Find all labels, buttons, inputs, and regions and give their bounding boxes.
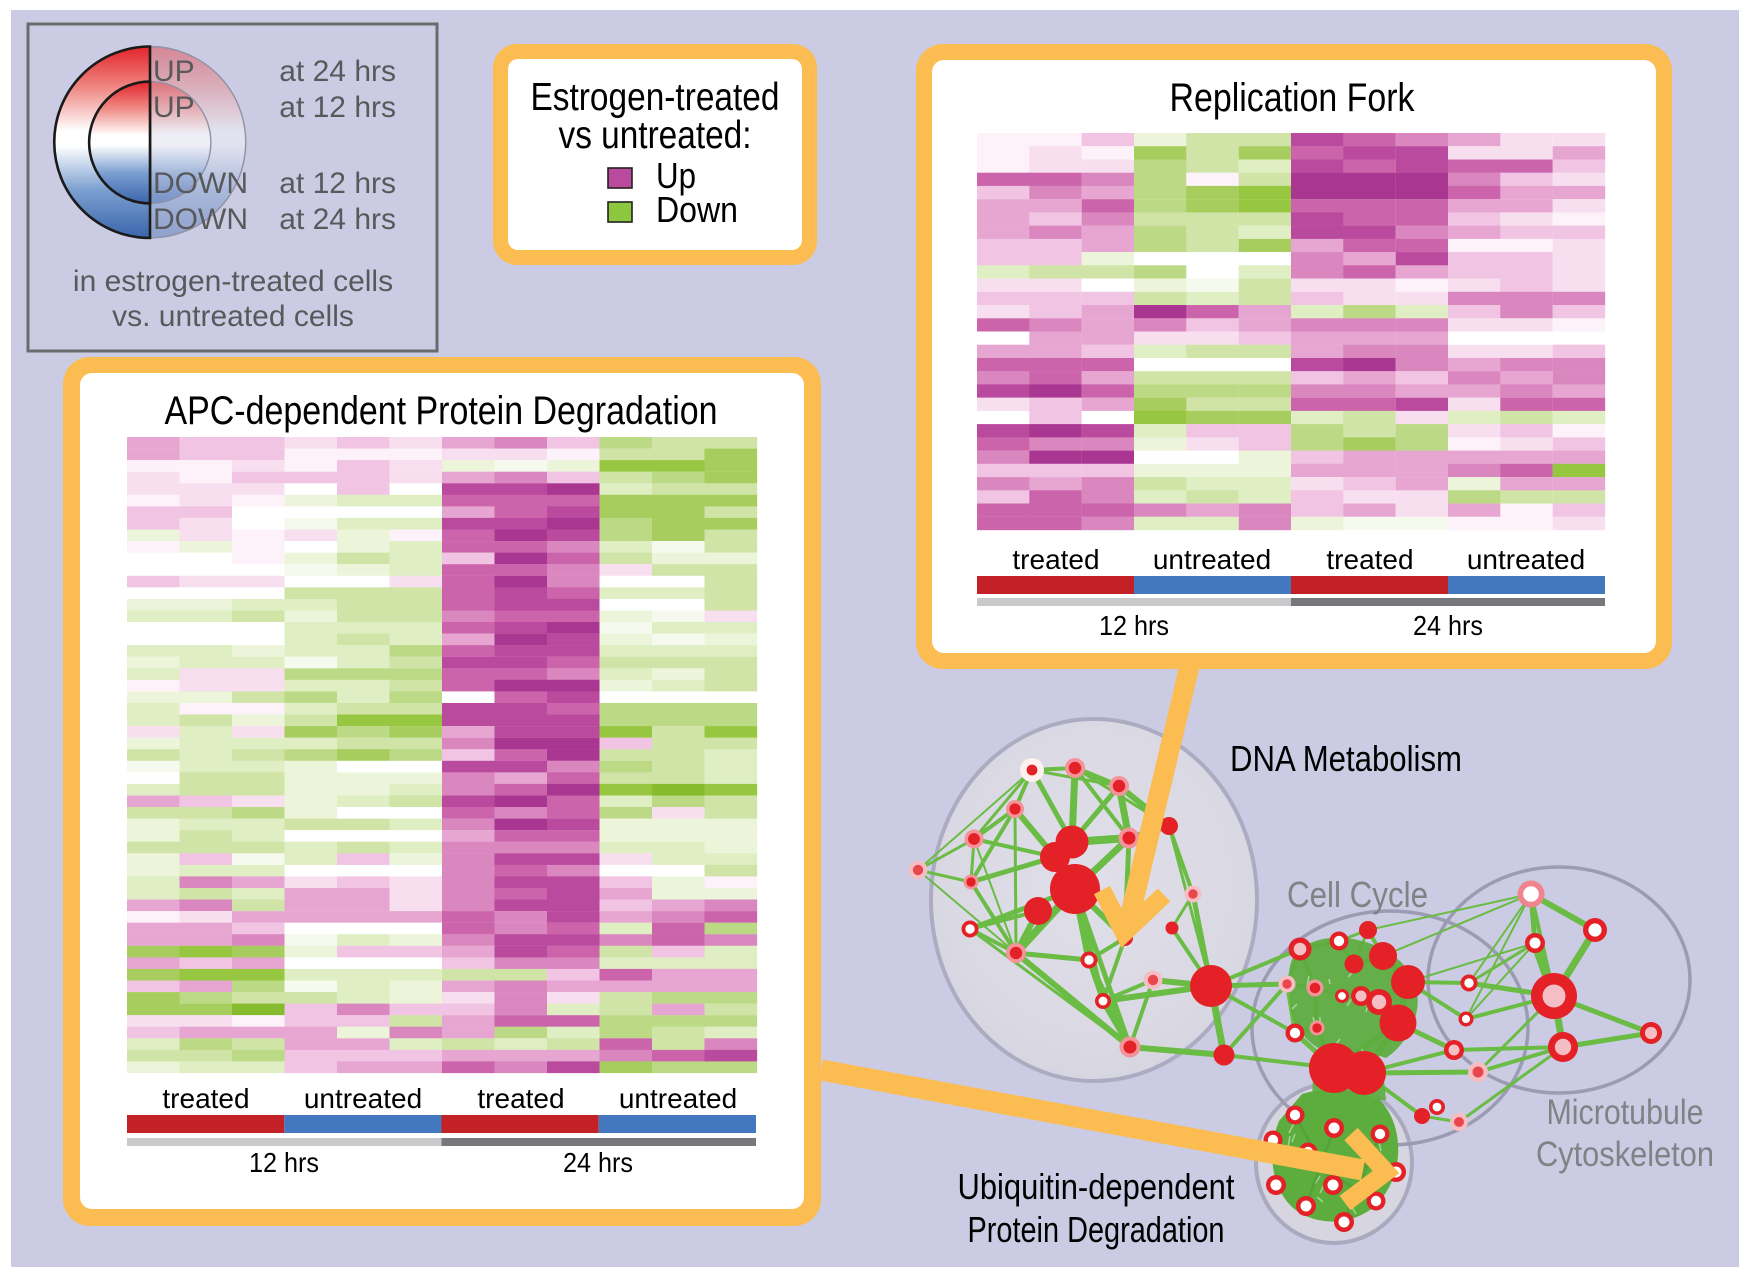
svg-text:vs. untreated cells: vs. untreated cells [112,300,354,333]
svg-text:APC-dependent Protein Degradat: APC-dependent Protein Degradation [165,389,718,433]
svg-text:Ubiquitin-dependent: Ubiquitin-dependent [958,1166,1235,1207]
svg-text:Down: Down [656,189,738,230]
svg-text:untreated: untreated [304,1083,422,1114]
svg-text:treated: treated [162,1083,249,1114]
svg-text:Cytoskeleton: Cytoskeleton [1536,1135,1714,1174]
svg-text:DNA Metabolism: DNA Metabolism [1230,738,1462,779]
svg-text:Cell Cycle: Cell Cycle [1287,874,1428,915]
svg-text:DOWN: DOWN [153,203,248,236]
svg-text:Estrogen-treated: Estrogen-treated [531,76,780,119]
svg-text:at 24 hrs: at 24 hrs [279,203,396,236]
svg-text:DOWN: DOWN [153,167,248,200]
svg-text:treated: treated [1012,544,1099,575]
svg-text:treated: treated [1326,544,1413,575]
svg-text:Up: Up [656,155,696,196]
svg-text:Replication Fork: Replication Fork [1170,76,1416,120]
svg-text:Protein Degradation: Protein Degradation [968,1209,1225,1250]
svg-text:in estrogen-treated cells: in estrogen-treated cells [73,265,393,298]
svg-text:untreated: untreated [1153,544,1271,575]
svg-text:12 hrs: 12 hrs [1099,610,1169,641]
svg-text:12 hrs: 12 hrs [249,1147,319,1178]
svg-text:Microtubule: Microtubule [1547,1093,1704,1132]
svg-text:24 hrs: 24 hrs [1413,610,1483,641]
svg-text:at 12 hrs: at 12 hrs [279,91,396,124]
svg-text:untreated: untreated [619,1083,737,1114]
svg-text:untreated: untreated [1467,544,1585,575]
svg-text:UP: UP [153,55,195,88]
svg-text:at 24 hrs: at 24 hrs [279,55,396,88]
svg-text:vs untreated:: vs untreated: [559,114,752,157]
svg-text:24 hrs: 24 hrs [563,1147,633,1178]
svg-text:treated: treated [477,1083,564,1114]
svg-text:UP: UP [153,91,195,124]
svg-text:at 12 hrs: at 12 hrs [279,167,396,200]
